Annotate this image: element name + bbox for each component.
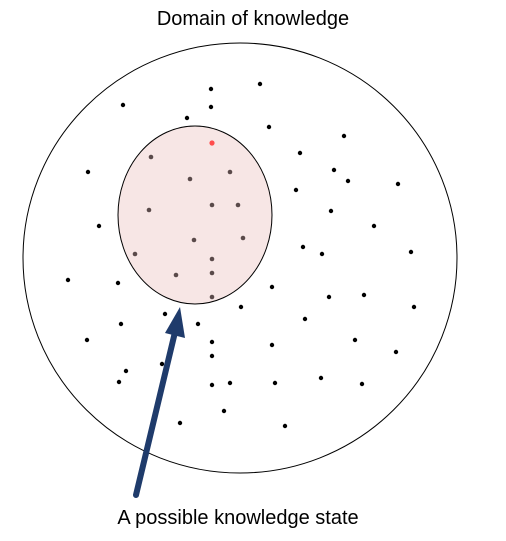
item-dot — [208, 86, 214, 92]
item-dot — [269, 284, 275, 290]
state-item-dot — [209, 294, 215, 300]
knowledge-state-ellipse — [117, 125, 273, 305]
item-dot — [209, 353, 215, 359]
state-item-dot — [240, 235, 246, 241]
item-dot — [65, 277, 71, 283]
state-item-dot — [209, 256, 215, 262]
state-item-dot — [173, 272, 179, 278]
state-item-dot — [235, 202, 241, 208]
state-item-dot — [227, 169, 233, 175]
item-dot — [318, 375, 324, 381]
item-dot — [293, 187, 299, 193]
item-dot — [269, 342, 275, 348]
state-item-dot — [132, 251, 138, 257]
item-dot — [116, 379, 122, 385]
item-dot — [209, 339, 215, 345]
item-dot — [341, 133, 347, 139]
item-dot — [227, 380, 233, 386]
item-dot — [359, 381, 365, 387]
item-dot — [352, 337, 358, 343]
item-dot — [328, 208, 334, 214]
highlighted-item-dot — [209, 140, 215, 146]
item-dot — [408, 249, 414, 255]
item-dot — [238, 304, 244, 310]
state-item-dot — [148, 154, 154, 160]
item-dot — [297, 150, 303, 156]
item-dot — [411, 304, 417, 310]
item-dot — [371, 223, 377, 229]
item-dot — [319, 251, 325, 257]
domain-circle — [22, 42, 458, 474]
item-dot — [120, 102, 126, 108]
state-item-dot — [191, 237, 197, 243]
item-dot — [85, 169, 91, 175]
item-dot — [393, 349, 399, 355]
item-dot — [361, 292, 367, 298]
item-dot — [331, 167, 337, 173]
item-dot — [96, 223, 102, 229]
diagram-title: Domain of knowledge — [156, 8, 350, 30]
item-dot — [195, 321, 201, 327]
item-dot — [266, 124, 272, 130]
item-dot — [326, 294, 332, 300]
state-item-dot — [146, 207, 152, 213]
item-dot — [300, 244, 306, 250]
item-dot — [123, 368, 129, 374]
item-dot — [159, 361, 165, 367]
item-dot — [395, 181, 401, 187]
pointer-arrow — [133, 307, 185, 498]
state-items — [132, 154, 246, 300]
item-dot — [209, 382, 215, 388]
item-dot — [115, 280, 121, 286]
state-item-dot — [209, 270, 215, 276]
item-dot — [272, 380, 278, 386]
state-item-dot — [209, 202, 215, 208]
item-dot — [118, 321, 124, 327]
diagram-caption: A possible knowledge state — [117, 507, 359, 529]
item-dot — [162, 311, 168, 317]
domain-items — [65, 81, 417, 429]
state-item-dot — [187, 176, 193, 182]
item-dot — [345, 178, 351, 184]
item-dot — [84, 337, 90, 343]
item-dot — [208, 104, 214, 110]
item-dot — [302, 316, 308, 322]
item-dot — [221, 408, 227, 414]
item-dot — [177, 420, 183, 426]
item-dot — [257, 81, 263, 87]
item-dot — [282, 423, 288, 429]
item-dot — [184, 115, 190, 121]
